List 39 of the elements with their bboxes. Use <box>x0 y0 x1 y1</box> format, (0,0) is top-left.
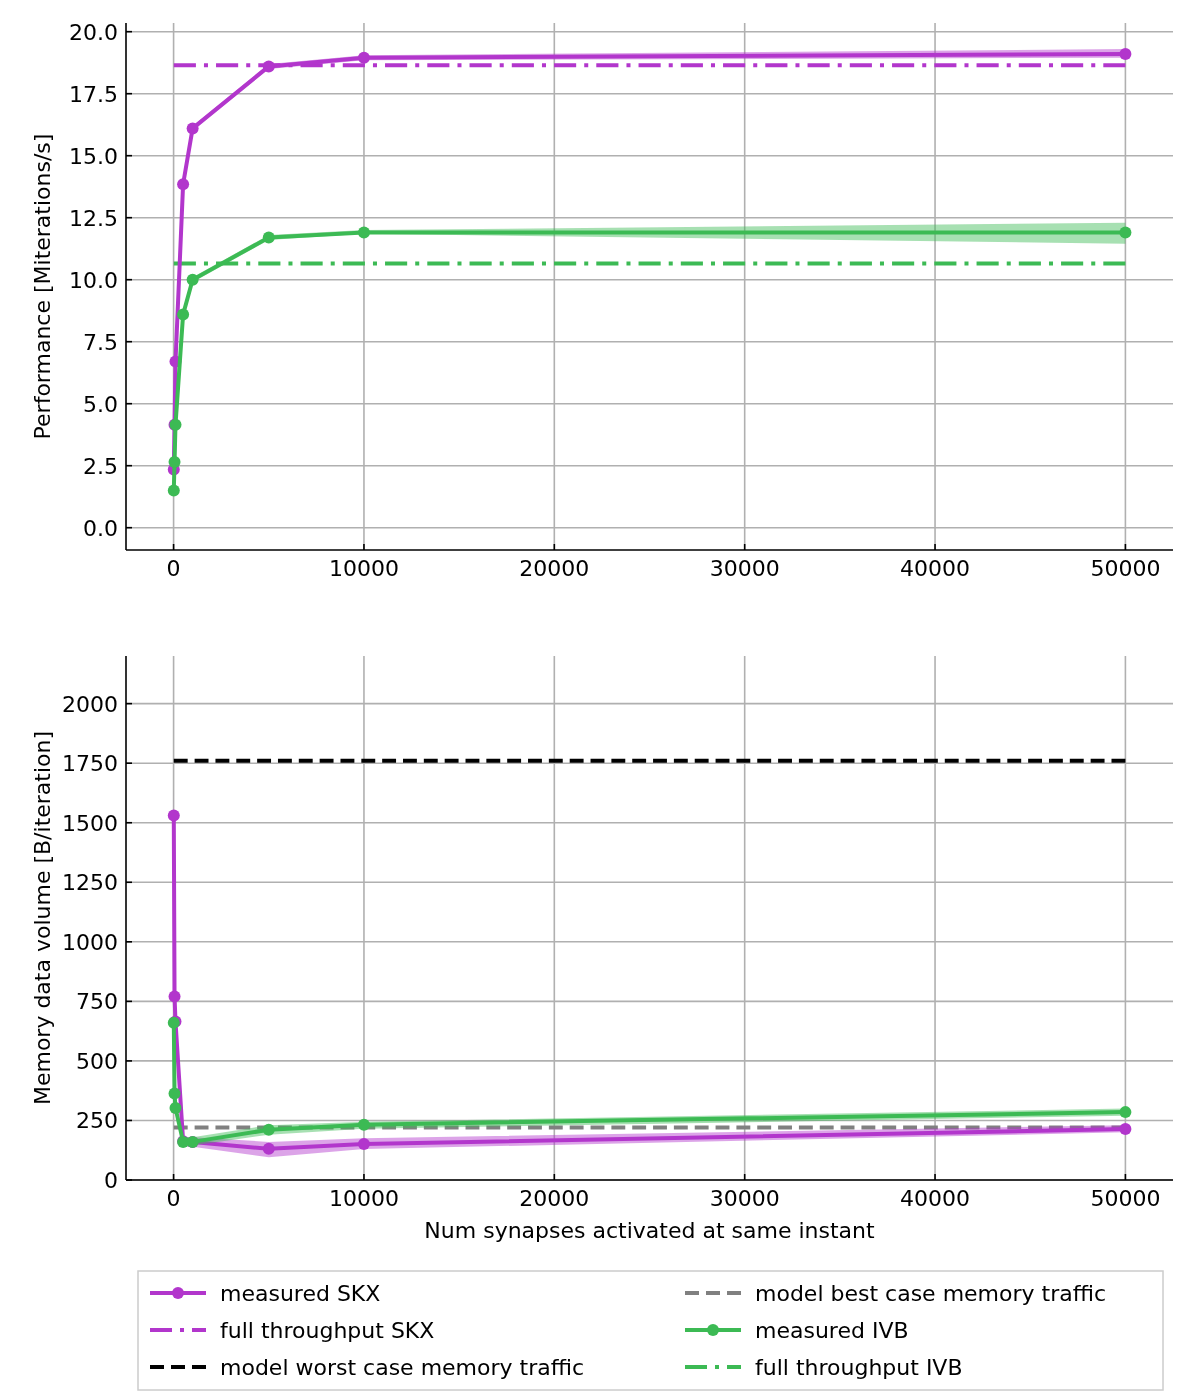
x-tick-label: 0 <box>166 1186 181 1211</box>
y-tick-label: 1000 <box>62 929 118 955</box>
x-tick-label: 10000 <box>328 556 399 581</box>
y-axis-title: Performance [Miterations/s] <box>30 133 55 440</box>
y-tick-label: 2.5 <box>83 453 118 479</box>
legend-label: model best case memory traffic <box>755 1281 1107 1306</box>
y-tick-label: 12.5 <box>69 205 118 231</box>
y-tick-label: 20.0 <box>69 19 118 45</box>
y-tick-label: 1500 <box>62 810 118 836</box>
y-tick-label: 0.0 <box>83 515 118 541</box>
y-tick-label: 2000 <box>62 691 118 717</box>
x-tick-label: 40000 <box>900 1186 971 1211</box>
x-axis-title: Num synapses activated at same instant <box>424 1218 876 1243</box>
x-tick-label: 20000 <box>519 1186 590 1211</box>
legend-label: measured IVB <box>755 1318 909 1343</box>
legend-label: model worst case memory traffic <box>220 1355 585 1380</box>
y-tick-label: 750 <box>76 989 118 1015</box>
y-tick-label: 7.5 <box>83 329 118 355</box>
legend-label: measured SKX <box>220 1281 381 1306</box>
x-tick-label: 30000 <box>709 556 780 581</box>
x-tick-label: 50000 <box>1090 556 1161 581</box>
x-tick-label: 40000 <box>900 556 971 581</box>
y-tick-label: 10.0 <box>69 267 118 293</box>
y-tick-label: 1250 <box>62 870 118 896</box>
legend-label: full throughput IVB <box>755 1355 963 1380</box>
y-axis-title: Memory data volume [B/iteration] <box>30 730 55 1106</box>
y-tick-label: 250 <box>76 1108 118 1134</box>
legend-label: full throughput SKX <box>220 1318 435 1343</box>
y-tick-label: 1750 <box>62 751 118 777</box>
y-tick-label: 15.0 <box>69 143 118 169</box>
x-tick-label: 50000 <box>1090 1186 1161 1211</box>
x-tick-label: 30000 <box>709 1186 780 1211</box>
x-tick-label: 0 <box>166 556 181 581</box>
x-tick-label: 10000 <box>328 1186 399 1211</box>
x-tick-label: 20000 <box>519 556 590 581</box>
y-tick-label: 17.5 <box>69 81 118 107</box>
y-tick-label: 0 <box>104 1168 118 1193</box>
y-tick-label: 500 <box>76 1048 118 1074</box>
y-tick-label: 5.0 <box>83 391 118 417</box>
